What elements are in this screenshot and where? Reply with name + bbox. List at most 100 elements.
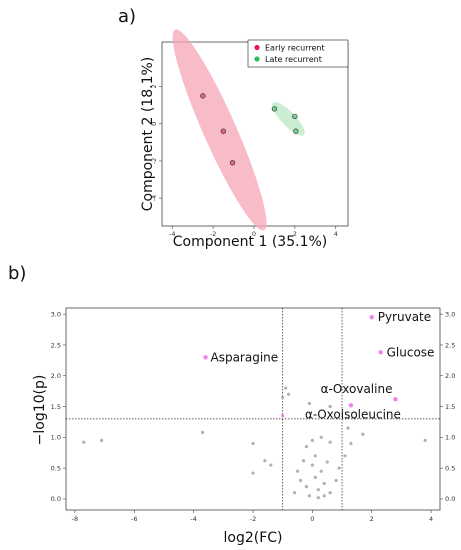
volcano-point xyxy=(251,441,255,446)
volcano-point xyxy=(307,494,311,498)
pca-confidence-ellipses xyxy=(172,29,305,231)
volcano-point xyxy=(337,466,341,470)
volcano-point xyxy=(322,481,326,486)
volcano-point xyxy=(287,392,291,396)
legend-label-early: Early recurrent xyxy=(265,44,325,53)
pca-x-axis-label: Component 1 (35.1%) xyxy=(173,234,328,250)
volcano-point xyxy=(346,426,350,430)
pca-y-tick-label: -2 xyxy=(150,158,158,164)
volcano-y-tick-label-left: 0.0 xyxy=(51,495,61,503)
volcano-x-tick-label: -2 xyxy=(250,515,256,523)
pca-y-axis-label: Component 2 (18.1%) xyxy=(140,57,156,212)
volcano-point xyxy=(281,395,285,399)
volcano-x-tick-label: 2 xyxy=(370,515,374,523)
volcano-point xyxy=(298,478,303,483)
pca-y-ticks: -4 -2 0 2 xyxy=(150,85,162,201)
pca-point xyxy=(220,128,226,134)
point-alpha-oxoisoleucine xyxy=(348,403,354,408)
label-glucose: Glucose xyxy=(387,345,435,359)
volcano-x-tick-label: -8 xyxy=(72,515,78,523)
volcano-point xyxy=(334,478,338,483)
volcano-y-tick-label-right: 0.0 xyxy=(445,495,455,503)
pca-legend-box xyxy=(247,39,349,68)
volcano-point xyxy=(301,459,306,463)
point-alpha-oxovaline xyxy=(393,396,398,402)
volcano-point xyxy=(328,440,332,444)
volcano-point xyxy=(304,484,309,489)
pca-x-tick-label: 0 xyxy=(252,230,256,238)
pca-x-tick-label: -2 xyxy=(210,230,216,238)
volcano-point xyxy=(200,430,205,435)
volcano-point xyxy=(284,386,288,390)
volcano-y-tick-label-left: 1.5 xyxy=(51,403,61,411)
legend-label-late: Late recurrent xyxy=(265,55,322,64)
volcano-point xyxy=(310,463,314,467)
volcano-point xyxy=(263,459,267,463)
volcano-x-tick-label: -4 xyxy=(190,515,196,523)
volcano-y-tick-label-left: 2.5 xyxy=(51,341,61,349)
volcano-point xyxy=(82,440,86,444)
volcano-y-tick-label-right: 2.5 xyxy=(445,341,455,349)
volcano-x-tick-label: 0 xyxy=(310,515,314,523)
point-glucose xyxy=(378,350,383,355)
label-alpha-oxovaline: α-Oxovaline xyxy=(321,382,393,396)
volcano-x-tick-label: 4 xyxy=(429,515,433,523)
volcano-y-tick-label-left: 3.0 xyxy=(51,310,61,318)
volcano-point xyxy=(313,475,317,479)
volcano-point xyxy=(269,463,273,467)
volcano-point xyxy=(343,454,347,458)
volcano-points xyxy=(82,386,427,500)
volcano-y-axis-label: −log10(p) xyxy=(32,375,48,446)
volcano-point xyxy=(316,496,320,500)
volcano-y-tick-label-right: 1.0 xyxy=(445,434,455,442)
volcano-point xyxy=(328,404,332,409)
volcano-x-axis-label: log2(FC) xyxy=(223,530,282,546)
volcano-point xyxy=(313,454,317,458)
pca-x-ticks: -4 -2 0 2 4 xyxy=(169,226,338,238)
volcano-point xyxy=(325,460,329,464)
volcano-x-tick-label: -6 xyxy=(131,515,137,523)
pca-point xyxy=(293,128,299,134)
panel-b-label: b) xyxy=(8,263,26,284)
pca-point xyxy=(229,160,236,166)
volcano-point xyxy=(349,441,353,446)
pca-y-tick-label: 2 xyxy=(150,85,158,89)
volcano-y-tick-label-right: 1.5 xyxy=(445,403,455,411)
volcano-point xyxy=(281,414,285,418)
label-alpha-oxoisoleucine: α-Oxoisoleucine xyxy=(305,407,401,421)
volcano-y-tick-label-right: 2.0 xyxy=(445,372,455,380)
volcano-y-tick-label-left: 2.0 xyxy=(51,372,61,380)
pca-y-tick-label: -4 xyxy=(150,195,158,201)
label-pyruvate: Pyruvate xyxy=(378,310,431,324)
volcano-y-tick-label-right: 3.0 xyxy=(445,310,455,318)
pca-point xyxy=(271,106,278,112)
pca-x-tick-label: 2 xyxy=(293,230,297,238)
pca-point xyxy=(292,113,298,119)
volcano-point xyxy=(100,438,104,443)
volcano-point xyxy=(319,469,323,473)
legend-marker-early xyxy=(254,44,260,51)
volcano-point xyxy=(322,494,326,498)
volcano-point xyxy=(316,488,320,492)
volcano-point xyxy=(307,401,311,406)
volcano-y-tick-label-left: 0.5 xyxy=(51,464,61,472)
point-asparagine xyxy=(203,355,208,360)
legend-marker-late xyxy=(254,56,260,62)
volcano-point xyxy=(328,491,332,495)
pca-x-tick-label: 4 xyxy=(334,230,338,238)
pca-x-tick-label: -4 xyxy=(169,230,175,238)
volcano-point xyxy=(295,469,300,473)
volcano-y-tick-label-right: 0.5 xyxy=(445,464,455,472)
ellipse-late-recurrent xyxy=(272,101,305,136)
volcano-point xyxy=(310,438,314,443)
volcano-point xyxy=(423,438,427,443)
volcano-labeled-points: Pyruvate Glucose Asparagine α-Oxovaline α-Ox… xyxy=(203,310,434,421)
volcano-point xyxy=(304,444,309,449)
panel-a-label: a) xyxy=(118,6,136,27)
volcano-point xyxy=(292,491,297,495)
label-asparagine: Asparagine xyxy=(211,350,279,364)
volcano-point xyxy=(319,435,323,439)
pca-point xyxy=(200,93,206,99)
ellipse-early-recurrent xyxy=(172,29,267,231)
